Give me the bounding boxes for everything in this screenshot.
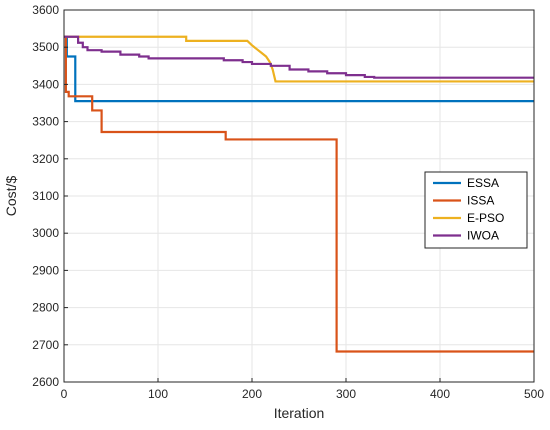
y-tick-label: 3000: [32, 226, 59, 240]
legend-label: IWOA: [467, 229, 499, 243]
legend-label: ESSA: [467, 176, 499, 190]
ticks: 0 100 200 300 400 500 2600 2700 2800 2900 3000 3100…: [32, 3, 544, 401]
y-tick-label: 3500: [32, 40, 59, 54]
legend: ESSA ISSA E-PSO IWOA: [424, 171, 528, 249]
y-tick-label: 3300: [32, 115, 59, 129]
x-tick-label: 500: [524, 387, 544, 401]
x-tick-label: 200: [242, 387, 262, 401]
x-axis-title: Iteration: [274, 405, 325, 421]
y-tick-label: 2800: [32, 301, 59, 315]
y-tick-label: 3400: [32, 77, 59, 91]
legend-label: ISSA: [467, 194, 494, 208]
y-tick-label: 3600: [32, 3, 59, 17]
x-tick-label: 300: [336, 387, 356, 401]
y-tick-label: 2900: [32, 263, 59, 277]
series-layer: [64, 35, 534, 353]
x-tick-label: 100: [148, 387, 168, 401]
y-tick-label: 3100: [32, 189, 59, 203]
y-tick-label: 2700: [32, 338, 59, 352]
x-tick-label: 400: [430, 387, 450, 401]
y-axis-title: Cost/$: [3, 176, 19, 217]
y-tick-label: 3200: [32, 152, 59, 166]
series-line-issa: [64, 35, 534, 353]
series-line-e-pso: [64, 35, 534, 83]
y-tick-label: 2600: [32, 375, 59, 389]
series-line-iwoa: [64, 35, 534, 79]
x-tick-label: 0: [61, 387, 68, 401]
legend-label: E-PSO: [467, 211, 504, 225]
